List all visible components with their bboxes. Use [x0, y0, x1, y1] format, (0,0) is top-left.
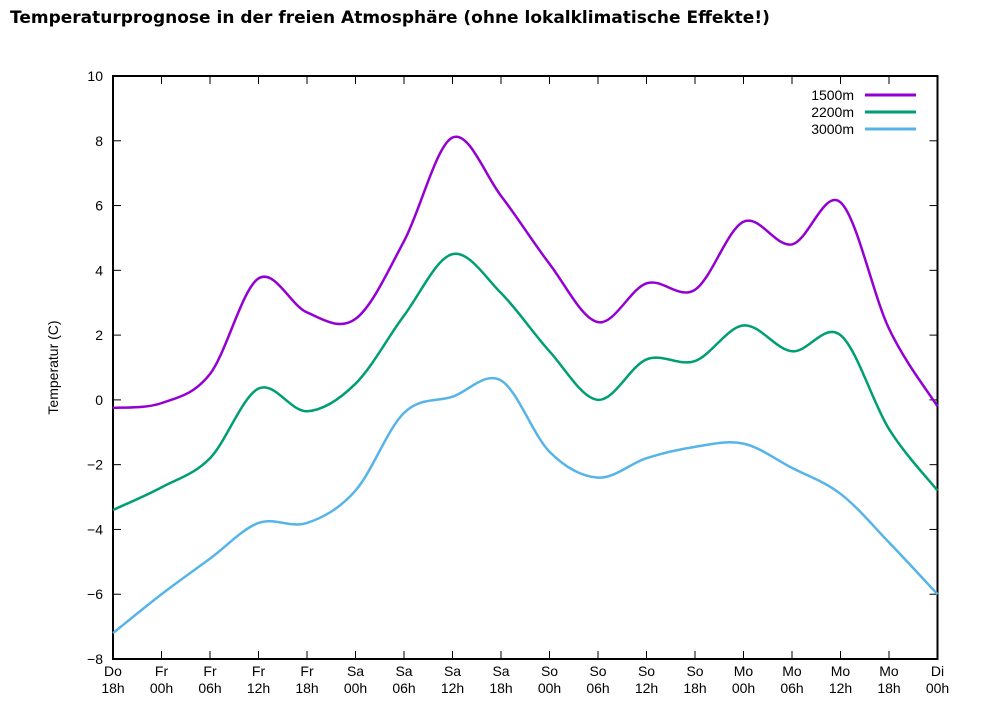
plot-frame [112, 75, 939, 660]
x-tick-label-day: Sa [444, 663, 461, 679]
x-tick-label-day: So [686, 663, 703, 679]
y-tick-label: −8 [87, 651, 103, 667]
series-line-2200m [112, 252, 939, 512]
x-tick-label-day: Sa [492, 663, 509, 679]
x-tick-label-day: So [638, 663, 655, 679]
y-tick-label: −4 [87, 521, 103, 537]
x-tick-label-day: Do [104, 663, 122, 679]
x-tick-label-day: So [589, 663, 606, 679]
y-tick-label: 6 [95, 198, 103, 214]
y-tick-label: 8 [95, 133, 103, 149]
x-tick-label-hour: 12h [829, 680, 852, 696]
x-tick-label-hour: 18h [101, 680, 124, 696]
x-tick-label-hour: 00h [344, 680, 367, 696]
x-tick-label-hour: 06h [198, 680, 221, 696]
x-tick-label-hour: 18h [295, 680, 318, 696]
x-tick-label-hour: 12h [635, 680, 658, 696]
x-tick-label-day: Di [931, 663, 944, 679]
legend-label-2200m: 2200m [811, 104, 854, 120]
x-tick-label-hour: 00h [538, 680, 561, 696]
x-tick-label-hour: 12h [441, 680, 464, 696]
x-tick-label-hour: 00h [732, 680, 755, 696]
x-tick-label-hour: 18h [489, 680, 512, 696]
legend-label-1500m: 1500m [811, 87, 854, 103]
x-tick-label-day: Fr [252, 663, 266, 679]
x-tick-label-day: Mo [734, 663, 754, 679]
x-tick-label-hour: 18h [877, 680, 900, 696]
x-tick-label-hour: 12h [247, 680, 270, 696]
series-line-1500m [112, 135, 939, 410]
x-tick-label-day: Fr [203, 663, 217, 679]
x-tick-label-day: Mo [831, 663, 851, 679]
y-tick-label: 4 [95, 262, 103, 278]
x-tick-label-hour: 06h [392, 680, 415, 696]
x-tick-label-day: Mo [879, 663, 899, 679]
legend-label-3000m: 3000m [811, 121, 854, 137]
y-tick-label: 10 [87, 68, 103, 84]
x-tick-label-hour: 06h [780, 680, 803, 696]
y-tick-label: −2 [87, 457, 103, 473]
y-tick-label: 0 [95, 392, 103, 408]
series-line-3000m [112, 377, 939, 635]
x-tick-label-hour: 06h [586, 680, 609, 696]
x-tick-label-day: Fr [155, 663, 169, 679]
x-tick-label-hour: 00h [150, 680, 173, 696]
x-tick-label-hour: 00h [926, 680, 949, 696]
x-tick-label-day: Sa [347, 663, 364, 679]
x-tick-label-day: Fr [300, 663, 314, 679]
x-tick-label-hour: 18h [683, 680, 706, 696]
x-tick-label-day: So [541, 663, 558, 679]
x-tick-label-day: Mo [782, 663, 802, 679]
x-tick-label-day: Sa [395, 663, 412, 679]
y-tick-label: −6 [87, 586, 103, 602]
chart-title: Temperaturprognose in der freien Atmosph… [10, 8, 770, 28]
y-tick-label: 2 [95, 327, 103, 343]
y-axis-label: Temperatur (C) [45, 320, 61, 414]
